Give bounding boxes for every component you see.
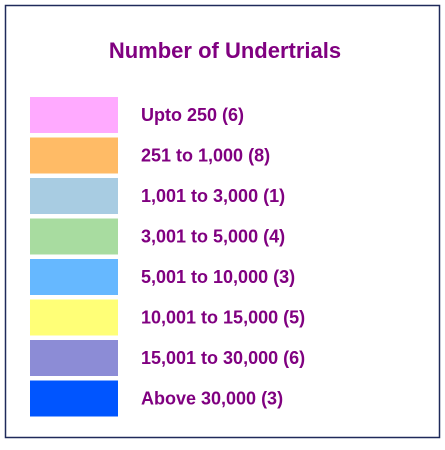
legend-swatch (30, 218, 118, 255)
legend-label: 3,001 to 5,000 (4) (141, 226, 285, 246)
legend-swatch (30, 97, 118, 133)
legend-swatch (30, 178, 118, 214)
legend-title: Number of Undertrials (109, 38, 341, 63)
legend-label: 1,001 to 3,000 (1) (141, 186, 285, 206)
legend-label: 5,001 to 10,000 (3) (141, 267, 295, 287)
legend-swatch (30, 259, 118, 295)
legend-swatch (30, 340, 118, 376)
legend-swatch (30, 137, 118, 174)
legend-label: 251 to 1,000 (8) (141, 145, 270, 165)
legend-swatch (30, 380, 118, 417)
legend-swatch (30, 299, 118, 336)
legend-label: Upto 250 (6) (141, 105, 244, 125)
legend-label: 10,001 to 15,000 (5) (141, 307, 305, 327)
legend-label: Above 30,000 (3) (141, 388, 283, 408)
legend-label: 15,001 to 30,000 (6) (141, 348, 305, 368)
